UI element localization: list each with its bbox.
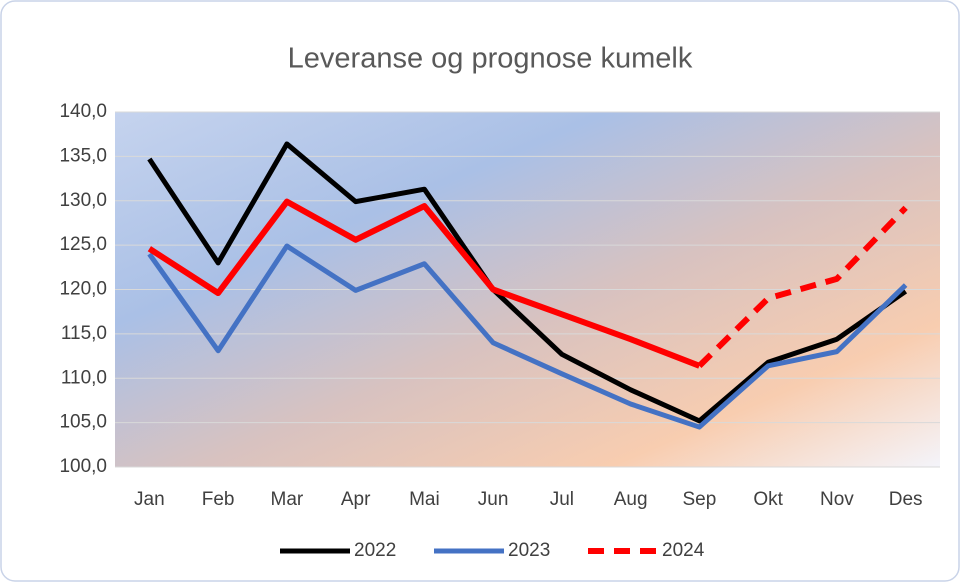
x-tick-label: Mai — [409, 489, 440, 510]
legend-label: 2023 — [508, 540, 550, 561]
x-tick-label: Jan — [134, 489, 165, 510]
series-line — [147, 243, 908, 430]
x-tick-label: Apr — [341, 489, 371, 510]
x-tick-label: Mar — [271, 489, 304, 510]
y-tick-label: 110,0 — [61, 367, 107, 388]
legend-label: 2022 — [354, 540, 396, 561]
y-tick-label: 115,0 — [61, 323, 107, 344]
x-tick-label: Jun — [478, 489, 509, 510]
y-tick-label: 100,0 — [59, 456, 107, 477]
series-line — [147, 198, 701, 369]
y-tick-label: 125,0 — [59, 234, 107, 255]
x-tick-label: Aug — [614, 489, 648, 510]
x-tick-label: Nov — [820, 489, 854, 510]
chart-title: Leveranse og prognose kumelk — [288, 43, 693, 75]
x-tick-label: Jul — [550, 489, 574, 510]
y-tick-label: 105,0 — [59, 412, 107, 433]
y-tick-label: 130,0 — [59, 190, 107, 211]
x-tick-label: Sep — [682, 489, 716, 510]
y-tick-label: 135,0 — [59, 145, 107, 166]
y-tick-label: 140,0 — [59, 101, 107, 122]
legend-label: 2024 — [662, 540, 705, 561]
y-tick-label: 120,0 — [59, 279, 107, 300]
x-tick-label: Feb — [202, 489, 235, 510]
series-line — [697, 205, 908, 368]
x-tick-label: Des — [889, 489, 923, 510]
x-tick-label: Okt — [753, 489, 783, 510]
series-line — [147, 141, 908, 424]
